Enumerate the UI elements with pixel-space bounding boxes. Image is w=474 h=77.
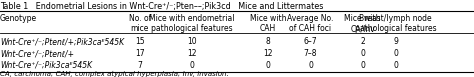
Text: CA, carcinoma; CAH, complex atypical hyperplasia; Inv, invasion.: CA, carcinoma; CAH, complex atypical hyp… [0, 71, 229, 77]
Text: 0: 0 [393, 49, 398, 58]
Text: 12: 12 [187, 49, 197, 58]
Text: Breast/lymph node
pathological features: Breast/lymph node pathological features [355, 14, 437, 33]
Text: 0: 0 [393, 61, 398, 70]
Text: 0: 0 [360, 61, 365, 70]
Text: 17: 17 [135, 49, 145, 58]
Text: Mice with
CAH: Mice with CAH [249, 14, 286, 33]
Text: 12: 12 [263, 49, 273, 58]
Text: 2: 2 [360, 37, 365, 46]
Text: Genotype: Genotype [0, 14, 37, 23]
Text: 0: 0 [190, 61, 194, 70]
Text: 15: 15 [135, 37, 145, 46]
Text: Mice with
CA/Inv: Mice with CA/Inv [344, 14, 381, 33]
Text: 0: 0 [265, 61, 270, 70]
Text: Table 1   Endometrial Lesions in Wnt-Cre⁺/⁻;Pten––;Pik3cd   Mice and Littermates: Table 1 Endometrial Lesions in Wnt-Cre⁺/… [0, 2, 323, 11]
Text: 8: 8 [265, 37, 270, 46]
Text: Wnt-Cre⁺/⁻;Pik3caᴱ545K: Wnt-Cre⁺/⁻;Pik3caᴱ545K [0, 61, 92, 70]
Text: 7–8: 7–8 [304, 49, 317, 58]
Text: Average No.
of CAH foci: Average No. of CAH foci [287, 14, 334, 33]
Text: Wnt-Cre⁺/⁻;Ptenℓ/+;Pik3caᴱ545K: Wnt-Cre⁺/⁻;Ptenℓ/+;Pik3caᴱ545K [0, 37, 124, 46]
Text: 7: 7 [137, 61, 142, 70]
Text: 0: 0 [308, 61, 313, 70]
Text: 9: 9 [393, 37, 398, 46]
Text: 10: 10 [187, 37, 197, 46]
Text: 0: 0 [360, 49, 365, 58]
Text: Wnt-Cre⁺/⁻;Ptenℓ/+: Wnt-Cre⁺/⁻;Ptenℓ/+ [0, 49, 74, 58]
Text: 6–7: 6–7 [304, 37, 317, 46]
Text: Mice with endometrial
pathological features: Mice with endometrial pathological featu… [149, 14, 235, 33]
Text: No. of
mice: No. of mice [128, 14, 151, 33]
